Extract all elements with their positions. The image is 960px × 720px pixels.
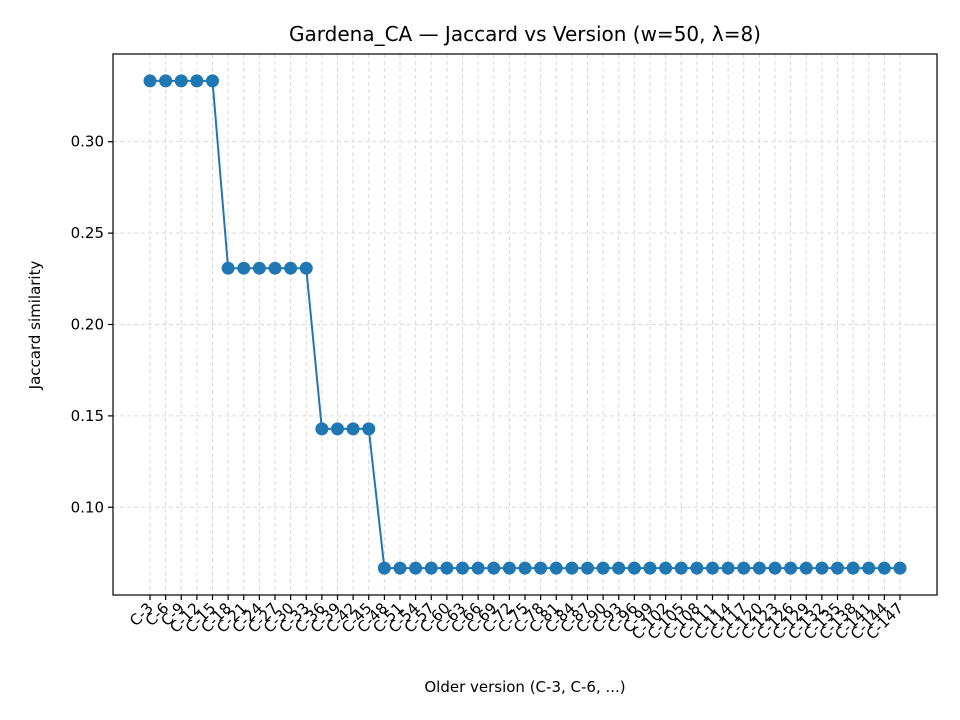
data-point bbox=[534, 561, 548, 575]
data-point bbox=[456, 561, 469, 575]
data-point bbox=[346, 422, 360, 436]
y-axis-label: Jaccard similarity bbox=[26, 261, 44, 391]
data-point bbox=[752, 561, 766, 575]
data-point bbox=[549, 561, 563, 575]
data-point bbox=[221, 261, 235, 275]
y-tick-label: 0.15 bbox=[71, 407, 104, 425]
data-point bbox=[706, 561, 719, 575]
data-point bbox=[799, 561, 813, 575]
data-point bbox=[893, 561, 907, 575]
data-point bbox=[815, 561, 829, 575]
data-point bbox=[190, 74, 204, 88]
data-point bbox=[206, 74, 219, 88]
data-point bbox=[299, 261, 313, 275]
data-point bbox=[284, 261, 298, 275]
data-point bbox=[784, 561, 798, 575]
data-point bbox=[862, 561, 876, 575]
data-point bbox=[565, 561, 579, 575]
data-point bbox=[174, 74, 188, 88]
data-point bbox=[409, 561, 423, 575]
data-point bbox=[643, 561, 657, 575]
data-point bbox=[315, 422, 329, 436]
data-point bbox=[846, 561, 860, 575]
series-layer bbox=[143, 74, 907, 575]
data-point bbox=[737, 561, 751, 575]
data-point bbox=[268, 261, 282, 275]
data-point bbox=[159, 74, 173, 88]
data-point bbox=[471, 561, 485, 575]
data-point bbox=[831, 561, 844, 575]
data-point bbox=[393, 561, 407, 575]
grid-layer bbox=[113, 54, 937, 595]
data-point bbox=[627, 561, 641, 575]
data-point bbox=[877, 561, 891, 575]
data-point bbox=[377, 561, 391, 575]
chart-title: Gardena_CA — Jaccard vs Version (w=50, λ… bbox=[289, 22, 761, 46]
data-point bbox=[424, 561, 438, 575]
data-point bbox=[581, 561, 594, 575]
data-point bbox=[518, 561, 532, 575]
data-point bbox=[331, 422, 344, 436]
x-axis: C-3C-6C-9C-12C-15C-18C-21C-24C-27C-30C-3… bbox=[126, 595, 907, 643]
data-point bbox=[612, 561, 626, 575]
y-tick-label: 0.30 bbox=[71, 133, 104, 151]
data-point bbox=[502, 561, 516, 575]
data-point bbox=[440, 561, 454, 575]
y-tick-label: 0.10 bbox=[71, 498, 104, 516]
y-tick-label: 0.20 bbox=[71, 316, 104, 334]
data-point bbox=[596, 561, 610, 575]
data-point bbox=[690, 561, 704, 575]
data-point bbox=[143, 74, 157, 88]
data-point bbox=[659, 561, 673, 575]
y-axis: 0.10 0.15 0.20 0.25 0.30 bbox=[71, 133, 113, 516]
data-point bbox=[252, 261, 266, 275]
data-point bbox=[487, 561, 501, 575]
data-point bbox=[674, 561, 688, 575]
data-point bbox=[237, 261, 251, 275]
data-point bbox=[721, 561, 735, 575]
y-tick-label: 0.25 bbox=[71, 224, 104, 242]
x-axis-label: Older version (C-3, C-6, ...) bbox=[424, 678, 625, 696]
data-point bbox=[362, 422, 376, 436]
data-point bbox=[768, 561, 782, 575]
